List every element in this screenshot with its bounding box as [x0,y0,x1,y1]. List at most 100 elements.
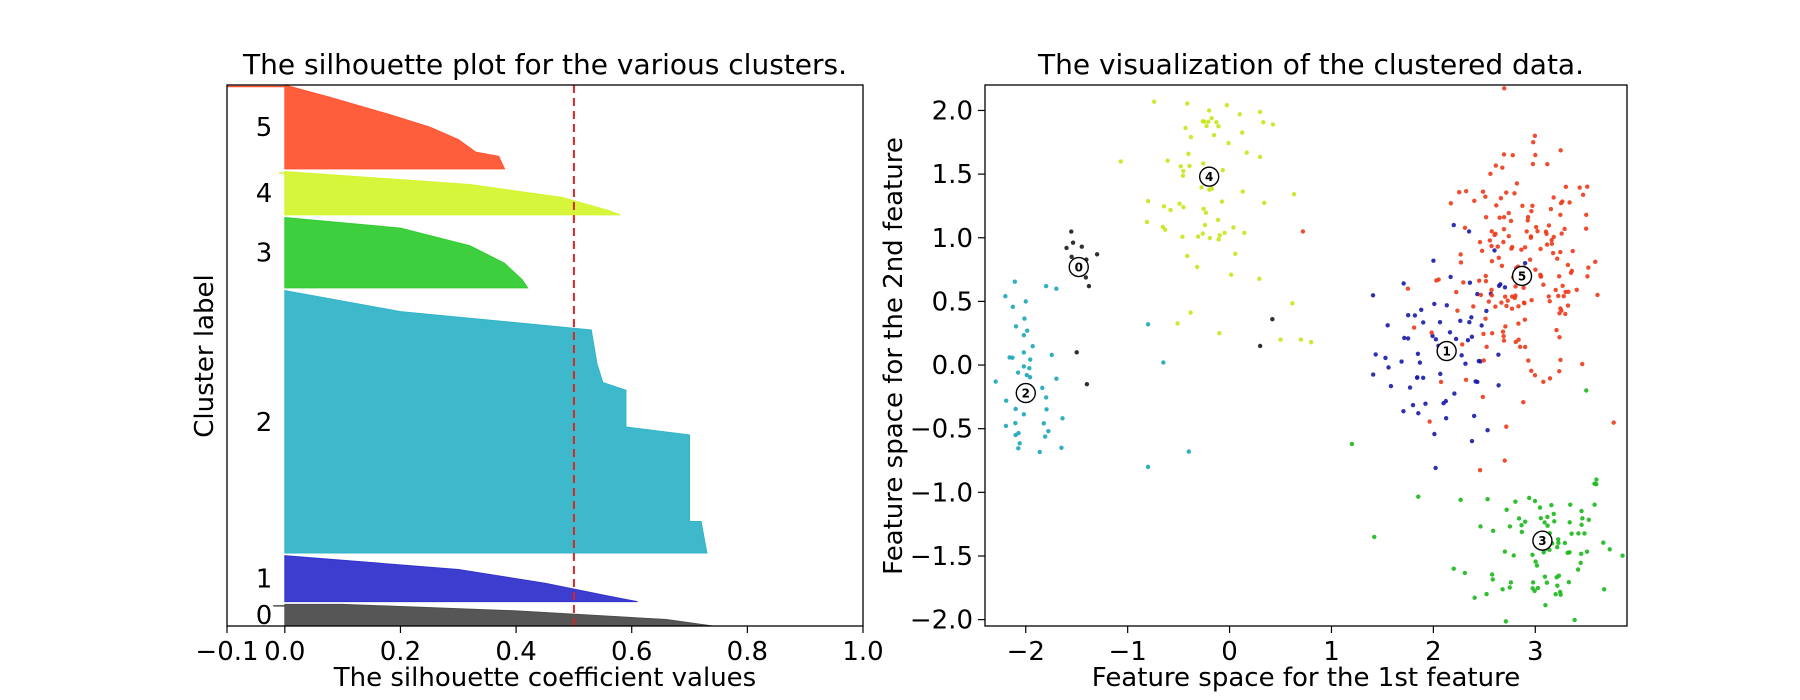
data-point-cluster-5 [1546,223,1552,228]
data-point-cluster-3 [1607,547,1612,552]
data-point-cluster-1 [1485,428,1490,433]
data-point-cluster-3 [1535,585,1541,591]
data-point-cluster-3 [1484,591,1489,597]
data-point-cluster-5 [1461,280,1466,285]
y-tick-label: 0.0 [932,351,973,381]
data-point-cluster-5 [1532,373,1538,378]
data-point-cluster-4 [1219,199,1225,204]
data-point-cluster-5 [1522,344,1528,350]
data-point-cluster-4 [1216,237,1221,242]
cluster-label-5: 5 [256,113,273,143]
data-point-cluster-4 [1224,103,1230,108]
data-point-cluster-4 [1206,108,1212,113]
data-point-cluster-5 [1547,376,1553,381]
y-tick-label: 0.5 [932,287,973,317]
data-point-cluster-2 [1027,375,1033,380]
center-label-3: 3 [1538,534,1546,548]
data-point-cluster-3 [1601,540,1606,545]
data-point-cluster-1 [1388,383,1394,389]
data-point-cluster-4 [1215,217,1221,223]
data-point-cluster-3 [1458,497,1463,503]
data-point-cluster-3 [1556,540,1561,546]
data-point-cluster-5 [1525,214,1531,220]
data-point-cluster-5 [1513,293,1518,298]
data-point-cluster-5 [1484,344,1489,350]
data-point-cluster-1 [1401,281,1406,286]
data-point-cluster-4 [1214,119,1219,125]
data-point-cluster-3 [1569,531,1574,536]
data-point-cluster-5 [1463,377,1469,382]
data-point-cluster-1 [1469,334,1475,340]
data-point-cluster-1 [1399,359,1404,364]
data-point-cluster-5 [1510,244,1515,250]
data-point-cluster-3 [1489,572,1495,577]
data-point-cluster-4 [1145,198,1151,204]
silhouette-x-ticks: −0.1 0.0 0.2 0.4 0.6 0.8 1.0 [195,626,884,667]
data-point-cluster-5 [1521,285,1526,291]
data-point-cluster-5 [1483,278,1489,284]
data-point-cluster-1 [1469,315,1474,320]
data-point-cluster-2 [1025,328,1030,333]
data-point-cluster-3 [1578,560,1583,566]
data-point-cluster-3 [1580,516,1585,521]
silhouette-bands [227,84,713,627]
data-point-cluster-1 [1415,351,1421,357]
data-point-cluster-5 [1554,327,1559,333]
data-point-cluster-5 [1509,306,1515,311]
data-point-cluster-5 [1493,163,1499,168]
silhouette-xlabel: The silhouette coefficient values [333,663,756,693]
data-point-cluster-5 [1429,330,1434,335]
center-marker-0 [1068,256,1089,278]
data-point-cluster-2 [1037,449,1042,455]
data-point-cluster-4 [1270,122,1276,127]
data-point-cluster-2 [1023,299,1028,304]
data-point-cluster-2 [1021,364,1027,369]
data-point-cluster-1 [1370,293,1376,298]
data-point-cluster-5 [1583,226,1589,231]
data-point-cluster-3 [1538,515,1544,521]
data-point-cluster-4 [1203,210,1209,215]
data-point-cluster-5 [1462,225,1468,231]
data-point-cluster-1 [1423,401,1428,406]
data-point-cluster-2 [1013,406,1018,412]
data-point-cluster-4 [1231,225,1236,230]
data-point-cluster-1 [1385,323,1390,328]
data-point-cluster-4 [1240,130,1245,135]
data-point-cluster-2 [1007,355,1012,360]
data-point-cluster-3 [1462,570,1468,576]
data-point-cluster-4 [1211,132,1217,138]
cluster-label-3: 3 [256,239,273,269]
data-point-cluster-5 [1501,152,1507,157]
data-point-cluster-5 [1541,379,1546,385]
data-point-cluster-4 [1228,272,1234,277]
data-point-cluster-1 [1432,301,1437,307]
data-point-cluster-5 [1497,215,1502,220]
data-point-cluster-3 [1527,495,1532,501]
data-point-cluster-1 [1463,361,1468,366]
data-point-cluster-5 [1560,283,1565,289]
center-label-4: 4 [1205,170,1213,184]
data-point-cluster-4 [1194,264,1200,270]
data-point-cluster-4 [1180,234,1185,239]
data-point-cluster-4 [1240,189,1245,194]
data-point-cluster-5 [1555,256,1560,261]
data-point-cluster-5 [1517,344,1523,350]
center-label-5: 5 [1518,269,1526,283]
data-point-cluster-2 [1046,428,1051,434]
data-point-cluster-4 [1222,230,1227,235]
data-point-cluster-3 [1508,580,1514,585]
data-point-cluster-4 [1201,206,1206,212]
data-point-cluster-5 [1499,300,1504,305]
data-point-cluster-0 [1070,240,1076,245]
data-point-cluster-3 [1594,477,1599,482]
data-point-cluster-5 [1480,394,1486,400]
data-point-cluster-5 [1489,258,1495,264]
data-point-cluster-1 [1473,379,1478,384]
data-point-cluster-5 [1551,234,1556,240]
data-point-cluster-4 [1187,163,1192,169]
data-point-cluster-1 [1522,261,1528,266]
data-point-cluster-3 [1545,514,1550,520]
data-point-cluster-2 [1017,441,1022,446]
scatter-xlabel: Feature space for the 1st feature [1092,663,1520,693]
data-point-cluster-3 [1553,591,1558,597]
